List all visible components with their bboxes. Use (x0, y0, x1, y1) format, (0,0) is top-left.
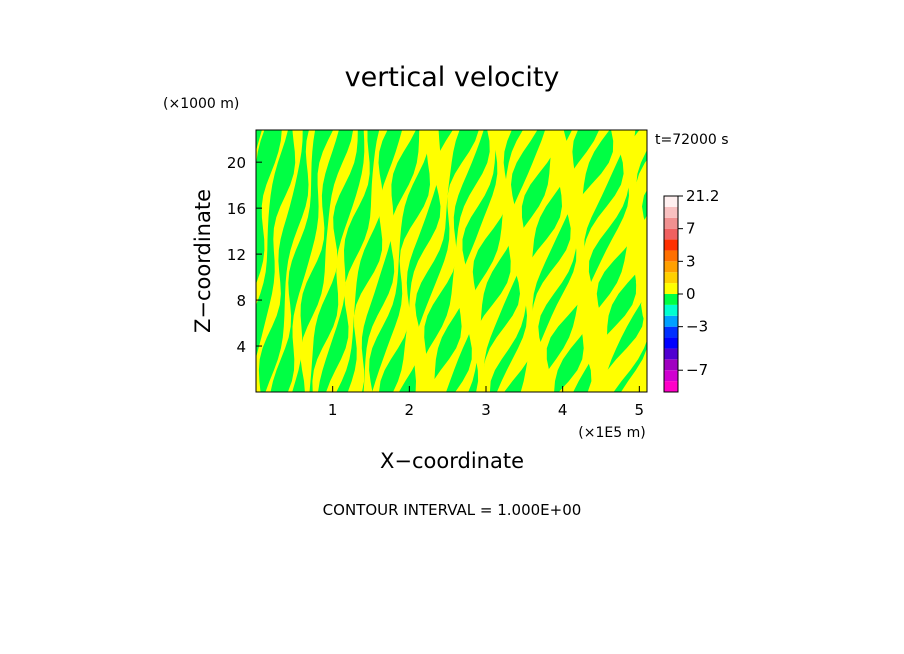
positive-band-6 (300, 130, 358, 392)
field-contours (256, 130, 647, 392)
x-tick-label-2: 2 (405, 401, 415, 419)
colorbar-segment-8 (664, 304, 678, 316)
colorbar-segment-7 (664, 315, 678, 327)
colorbar-segment-14 (664, 239, 678, 251)
y-scale-label: (×1000 m) (163, 96, 239, 112)
colorbar-segment-4 (664, 348, 678, 360)
colorbar-segment-18 (664, 196, 678, 207)
plot-frame (255, 129, 648, 393)
colorbar-segment-15 (664, 228, 678, 240)
positive-band-14 (419, 130, 497, 392)
colorbar-label-2: 7 (686, 220, 696, 238)
x-tick-label-3: 3 (481, 401, 491, 419)
positive-band-28 (644, 381, 647, 392)
x-axis-label: X−coordinate (380, 449, 524, 473)
positive-band-3 (256, 130, 303, 392)
x-scale-label: (×1E5 m) (578, 425, 645, 441)
positive-band-13 (414, 130, 484, 392)
colorbar-segment-10 (664, 283, 678, 294)
positive-band-9 (347, 130, 416, 392)
plot-area (255, 129, 648, 393)
positive-band-7 (312, 130, 370, 392)
colorbar-segment-12 (664, 261, 678, 273)
colorbar-segment-3 (664, 359, 678, 371)
positive-band-11 (372, 130, 441, 392)
colorbar-label-4: 0 (686, 285, 696, 303)
y-tick-label-2: 8 (236, 292, 246, 310)
colorbar-segment-2 (664, 370, 678, 382)
positive-band-19 (496, 130, 578, 392)
colorbar-label-1: 21.2 (686, 187, 719, 205)
positive-band-25 (591, 215, 647, 392)
colorbar-segment-6 (664, 326, 678, 338)
positive-band-22 (536, 130, 636, 392)
colorbar-segment-9 (664, 294, 678, 305)
positive-band-8 (326, 130, 388, 392)
positive-band-21 (530, 130, 630, 392)
x-axis: 1 2 3 4 5 (328, 386, 644, 419)
y-axis: 4 8 12 16 20 (227, 154, 262, 356)
y-tick-label-5: 20 (227, 154, 246, 172)
y-tick-label-1: 4 (236, 338, 246, 356)
positive-band-5 (287, 130, 339, 392)
colorbar-label-3: 3 (686, 252, 696, 270)
colorbar-segment-17 (664, 206, 678, 218)
positive-band-15 (428, 130, 512, 392)
colorbar-segment-13 (664, 250, 678, 262)
time-label: t=72000 s (655, 132, 729, 148)
chart-title: vertical velocity (345, 62, 560, 93)
colorbar-segment-5 (664, 337, 678, 349)
positive-band-23 (558, 130, 647, 392)
positive-band-20 (520, 130, 610, 392)
colorbar-segment-16 (664, 217, 678, 229)
colorbar: 21.2 7 3 0 −3 −7 (663, 187, 719, 393)
positive-band-12 (393, 130, 460, 392)
x-tick-label-1: 1 (328, 401, 338, 419)
positive-band-10 (363, 130, 430, 392)
positive-band-1 (256, 130, 265, 210)
y-tick-label-3: 12 (227, 246, 246, 264)
positive-band-2 (256, 130, 288, 306)
positive-band-24 (583, 159, 647, 392)
x-tick-label-5: 5 (635, 401, 645, 419)
contour-interval-note: CONTOUR INTERVAL = 1.000E+00 (323, 501, 582, 519)
positive-band-4 (265, 130, 316, 392)
x-tick-label-4: 4 (558, 401, 568, 419)
y-tick-label-4: 16 (227, 200, 246, 218)
positive-band-18 (482, 130, 571, 392)
positive-band-27 (621, 287, 647, 392)
positive-band-26 (598, 253, 647, 392)
positive-band-16 (455, 130, 538, 392)
colorbar-segment-11 (664, 272, 678, 284)
colorbar-segment-1 (664, 381, 678, 392)
y-axis-label: Z−coordinate (191, 189, 215, 333)
colorbar-label-6: −7 (686, 361, 708, 379)
colorbar-label-5: −3 (686, 318, 708, 336)
